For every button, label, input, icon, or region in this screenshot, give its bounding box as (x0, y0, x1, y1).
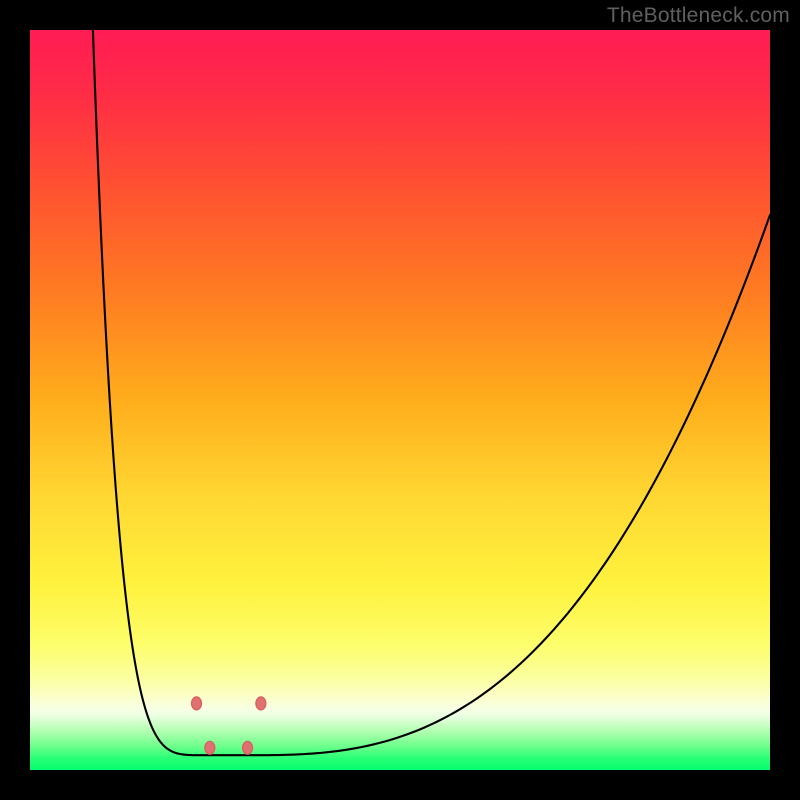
chart-svg (0, 0, 800, 800)
bead-marker (243, 741, 253, 754)
chart-root: TheBottleneck.com (0, 0, 800, 800)
bead-marker (192, 697, 202, 710)
watermark-text: TheBottleneck.com (607, 4, 790, 28)
bead-marker (256, 697, 266, 710)
plot-background (30, 30, 770, 770)
bead-marker (205, 741, 215, 754)
